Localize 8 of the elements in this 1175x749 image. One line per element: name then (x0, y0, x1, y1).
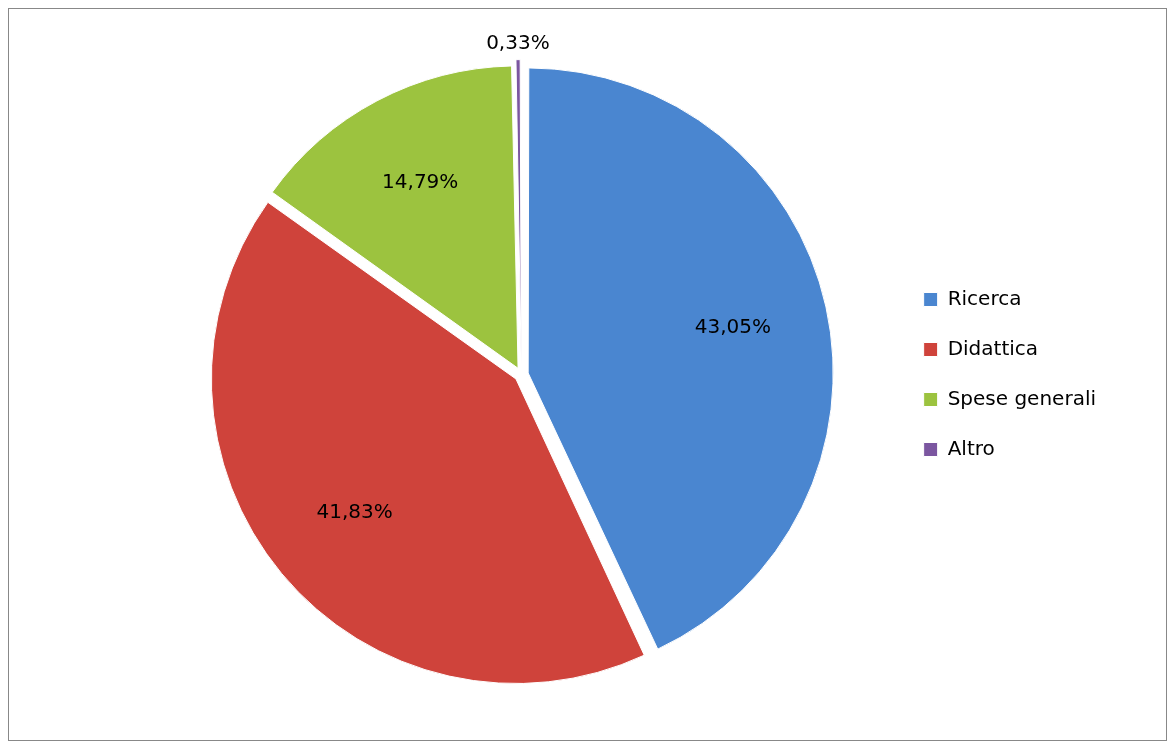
legend-label: Ricerca (947, 285, 1022, 310)
data-label: 0,33% (486, 29, 550, 54)
legend-label: Spese generali (947, 385, 1097, 410)
data-label: 41,83% (316, 499, 393, 524)
data-label: 43,05% (694, 313, 772, 338)
data-label: 14,79% (382, 169, 459, 194)
legend-label: Altro (947, 435, 995, 460)
legend-label: Didattica (947, 335, 1039, 360)
